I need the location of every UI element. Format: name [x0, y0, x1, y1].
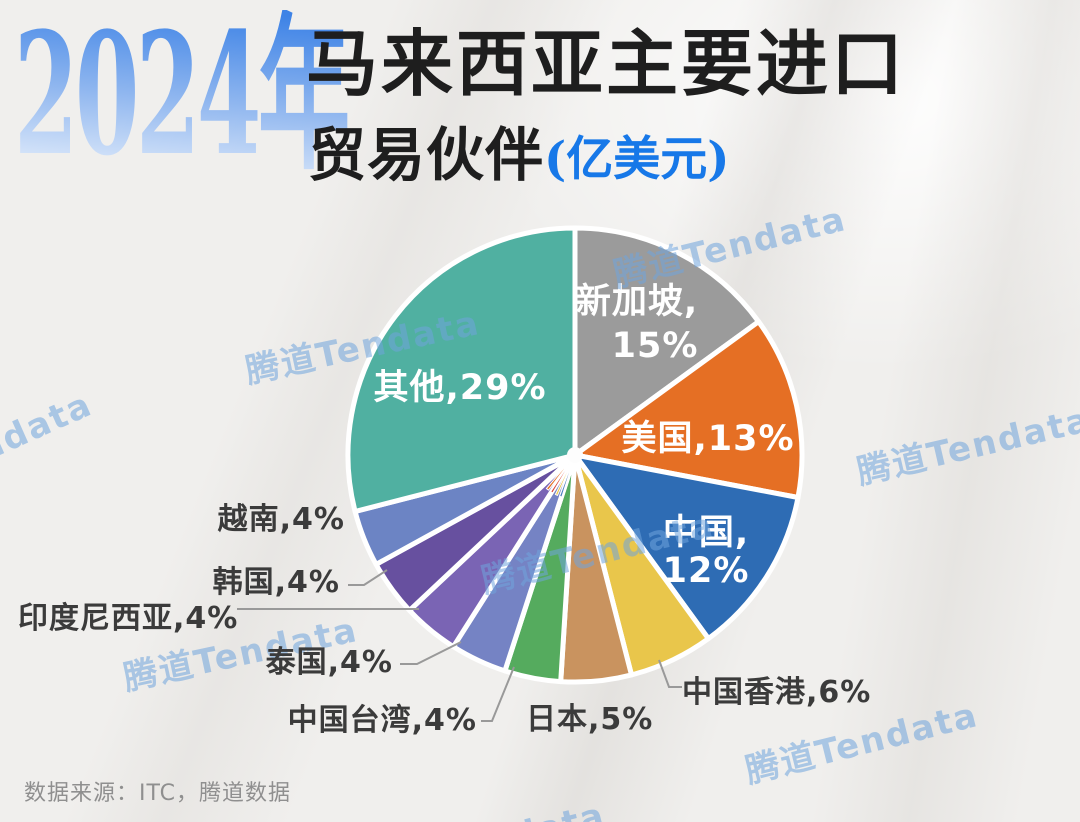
center-sliver-1 — [554, 454, 576, 497]
pie-inside-label-usa-line1: 美国,13% — [621, 419, 794, 459]
leader-line-hong-kong-china — [658, 659, 682, 688]
pie-slice-china — [572, 452, 801, 642]
main-title-line2: 贸易伙伴(亿美元) — [308, 121, 730, 189]
title-unit: (亿美元) — [544, 132, 730, 187]
leader-line-thailand — [400, 641, 462, 665]
center-sliver-2 — [550, 454, 576, 494]
pie-inside-label-china-line2: 12% — [663, 551, 750, 591]
pie-slice-others — [345, 225, 578, 514]
pie-inside-label-singapore-line2: 15% — [612, 326, 699, 366]
pie-center-dot — [567, 447, 583, 463]
center-sliver-3 — [545, 454, 576, 491]
pie-slice-singapore — [572, 225, 762, 458]
main-title-line1: 马来西亚主要进口 — [306, 21, 907, 106]
pie-slice-usa — [572, 319, 805, 500]
data-source: 数据来源：ITC，腾道数据 — [24, 781, 291, 806]
leader-line-taiwan-china — [481, 666, 515, 722]
pie-inside-label-china-line1: 中国, — [663, 513, 749, 553]
main-title-line2-text: 贸易伙伴 — [308, 121, 545, 189]
leader-line-south-korea — [348, 569, 388, 586]
pie-inside-label-others-line1: 其他,29% — [373, 368, 546, 408]
year-title: 2024年 — [14, 0, 350, 193]
center-sliver-0 — [558, 454, 576, 498]
pie-inside-label-singapore-line1: 新加坡, — [576, 282, 698, 322]
